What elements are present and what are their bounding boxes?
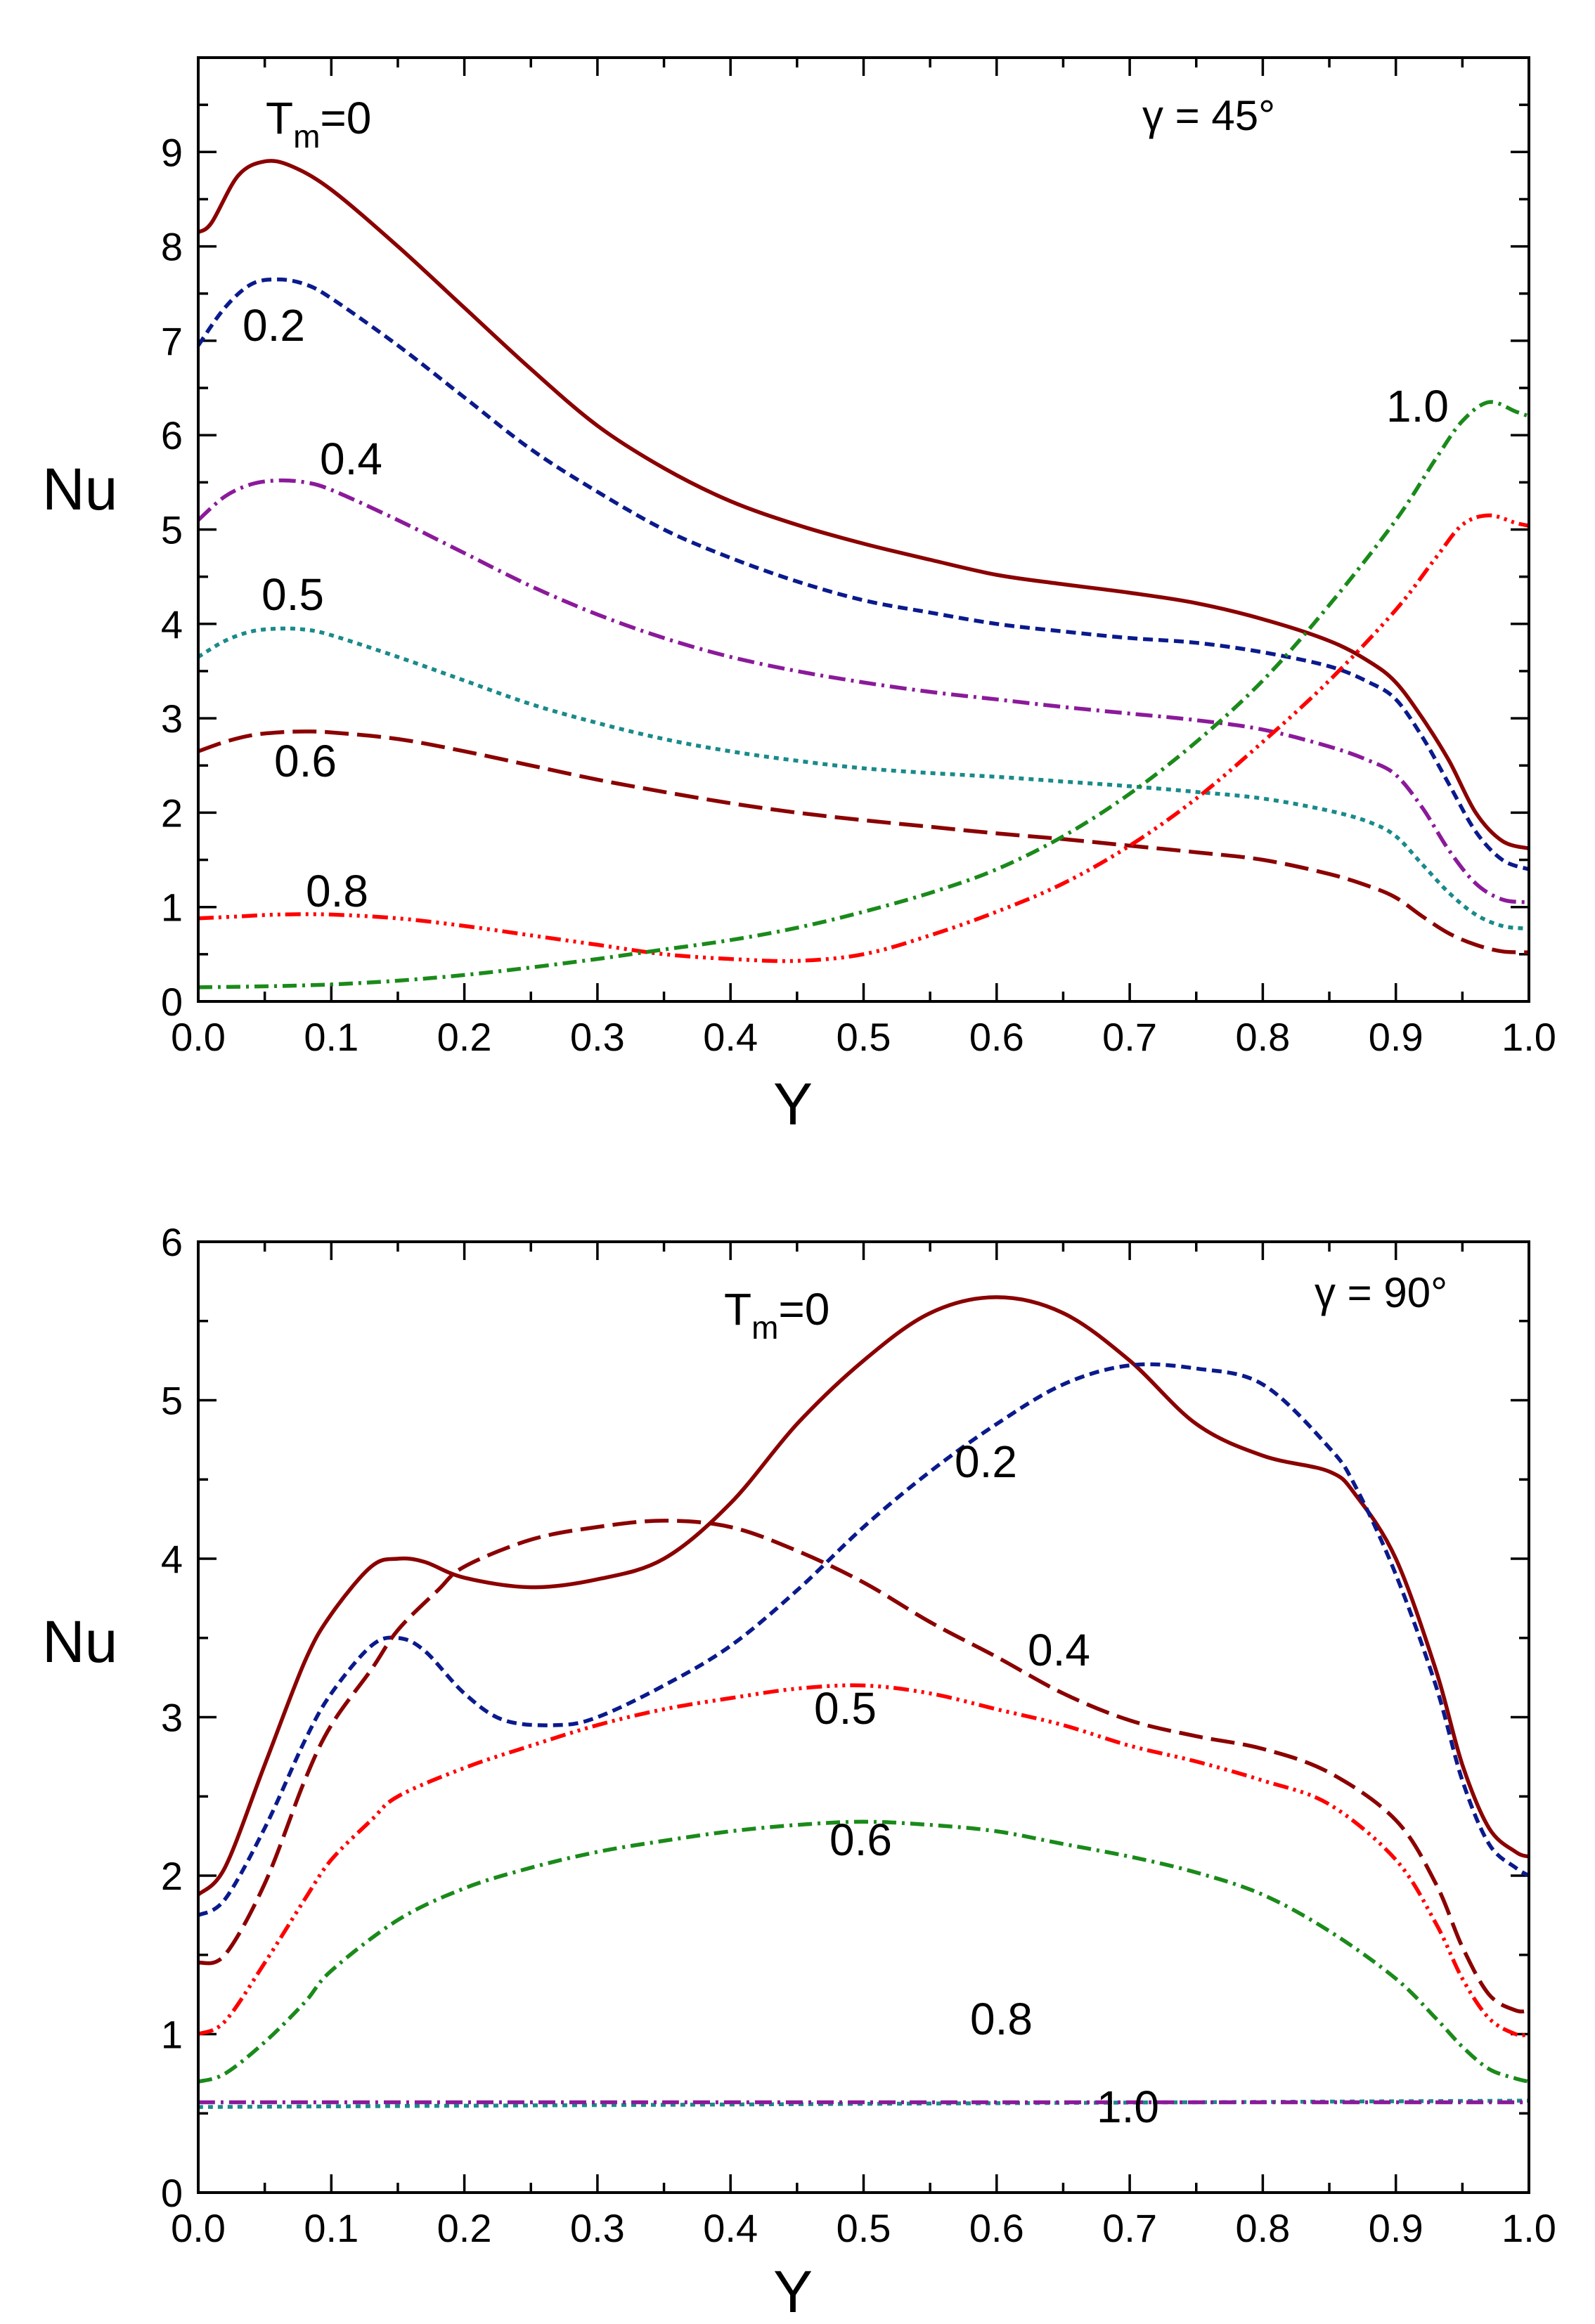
- top-label-0.8: 0.8: [306, 866, 368, 916]
- bottom-series-Tm0: [197, 1295, 1530, 1897]
- top-series-0.2: [196, 277, 1530, 871]
- bottom-x-tick-label: 0.0: [171, 2206, 226, 2250]
- chart-top: 0.0 0.1 0.2 0.3 0.4 0.5 0.6 0.7 0.8 0.9 1.0 0 1 2 3 4 5…: [42, 56, 1556, 1137]
- bottom-y-tick-label: 0: [161, 2171, 183, 2215]
- bottom-series-0.5: [197, 1683, 1530, 2037]
- top-y-tick-label: 5: [161, 508, 183, 552]
- top-series-0.4: [197, 478, 1530, 904]
- bottom-ticks: [197, 1240, 1530, 2194]
- top-y-tick-label: 8: [161, 225, 183, 269]
- bottom-x-axis-title: Y: [773, 2259, 813, 2324]
- bottom-x-tick-label: 0.9: [1369, 2206, 1423, 2250]
- bottom-y-tick-label: 5: [161, 1379, 183, 1423]
- top-label-0.5: 0.5: [261, 569, 324, 620]
- bottom-x-tick-label: 0.8: [1235, 2206, 1290, 2250]
- top-y-tick-label: 3: [161, 696, 183, 741]
- top-y-tick-label: 1: [161, 885, 183, 930]
- top-y-tick-label: 4: [161, 602, 183, 647]
- bottom-y-tick-label: 3: [161, 1696, 183, 1740]
- bottom-plot-frame: [197, 1240, 1530, 2194]
- top-x-tick-label: 0.6: [969, 1015, 1024, 1059]
- bottom-y-tick-label: 1: [161, 2013, 183, 2057]
- top-curves: [196, 159, 1530, 989]
- bottom-y-tick-labels: 0 1 2 3 4 5 6: [161, 1220, 183, 2215]
- top-x-tick-label: 0.0: [171, 1015, 226, 1059]
- top-series-0.6: [198, 729, 1530, 954]
- bottom-label-1.0: 1.0: [1097, 2082, 1159, 2132]
- bottom-y-axis-title: Nu: [42, 1609, 117, 1675]
- bottom-x-tick-label: 1.0: [1502, 2206, 1556, 2250]
- bottom-x-tick-labels: 0.0 0.1 0.2 0.3 0.4 0.5 0.6 0.7 0.8 0.9 1.0: [171, 2206, 1556, 2250]
- top-x-tick-labels: 0.0 0.1 0.2 0.3 0.4 0.5 0.6 0.7 0.8 0.9 1.0: [171, 1015, 1556, 1059]
- top-y-tick-label: 7: [161, 319, 183, 363]
- bottom-gamma-annotation: γ = 90°: [1315, 1269, 1447, 1316]
- bottom-x-tick-label: 0.2: [437, 2206, 492, 2250]
- top-label-1.0: 1.0: [1386, 381, 1449, 431]
- bottom-y-tick-label: 2: [161, 1854, 183, 1898]
- top-x-tick-label: 0.8: [1235, 1015, 1290, 1059]
- top-label-0.6: 0.6: [274, 736, 337, 786]
- bottom-label-0.6: 0.6: [829, 1815, 892, 1865]
- top-gamma-annotation: γ = 45°: [1142, 92, 1275, 139]
- bottom-x-tick-label: 0.3: [570, 2206, 625, 2250]
- bottom-x-tick-label: 0.5: [837, 2206, 891, 2250]
- top-x-tick-label: 0.3: [570, 1015, 625, 1059]
- top-x-tick-label: 0.7: [1102, 1015, 1157, 1059]
- bottom-series-0.6: [198, 1819, 1530, 2084]
- top-x-axis-title: Y: [773, 1071, 813, 1137]
- top-y-axis-title: Nu: [42, 456, 117, 522]
- bottom-label-0.5: 0.5: [814, 1683, 877, 1734]
- top-series-1.0: [198, 400, 1530, 989]
- bottom-label-tm0: Tm=0: [724, 1284, 829, 1346]
- bottom-label-0.8: 0.8: [970, 1994, 1033, 2044]
- top-x-tick-label: 0.4: [703, 1015, 758, 1059]
- top-y-tick-labels: 0 1 2 3 4 5 6 7 8 9: [161, 130, 183, 1024]
- bottom-x-tick-label: 0.7: [1102, 2206, 1157, 2250]
- top-x-tick-label: 0.5: [837, 1015, 891, 1059]
- top-label-0.2: 0.2: [243, 300, 305, 351]
- top-y-tick-label: 6: [161, 413, 183, 457]
- top-label-0.4: 0.4: [320, 434, 382, 484]
- top-x-tick-label: 0.1: [304, 1015, 359, 1059]
- bottom-series-0.8: [198, 2098, 1530, 2109]
- top-series-Tm0: [197, 159, 1530, 851]
- bottom-x-tick-label: 0.6: [969, 2206, 1024, 2250]
- top-y-tick-label: 9: [161, 130, 183, 174]
- bottom-x-tick-label: 0.1: [304, 2206, 359, 2250]
- top-label-tm0: Tm=0: [266, 93, 371, 155]
- bottom-series-0.2: [197, 1362, 1530, 1917]
- top-x-tick-label: 1.0: [1502, 1015, 1556, 1059]
- top-y-tick-label: 2: [161, 791, 183, 835]
- bottom-label-0.2: 0.2: [955, 1436, 1017, 1487]
- top-x-tick-label: 0.2: [437, 1015, 492, 1059]
- chart-bottom: 0.0 0.1 0.2 0.3 0.4 0.5 0.6 0.7 0.8 0.9 1.0 0 1 2 3 4 5…: [42, 1220, 1556, 2324]
- bottom-y-tick-label: 4: [161, 1537, 183, 1581]
- top-series-0.5: [197, 626, 1530, 931]
- bottom-y-tick-label: 6: [161, 1220, 183, 1264]
- top-plot-frame: [197, 56, 1530, 1003]
- bottom-x-tick-label: 0.4: [703, 2206, 758, 2250]
- bottom-curves: [197, 1295, 1530, 2109]
- top-x-tick-label: 0.9: [1369, 1015, 1423, 1059]
- top-series-0.8: [198, 513, 1530, 963]
- bottom-label-0.4: 0.4: [1028, 1625, 1090, 1675]
- bottom-series-0.4: [198, 1519, 1530, 2014]
- top-y-tick-label: 0: [161, 980, 183, 1024]
